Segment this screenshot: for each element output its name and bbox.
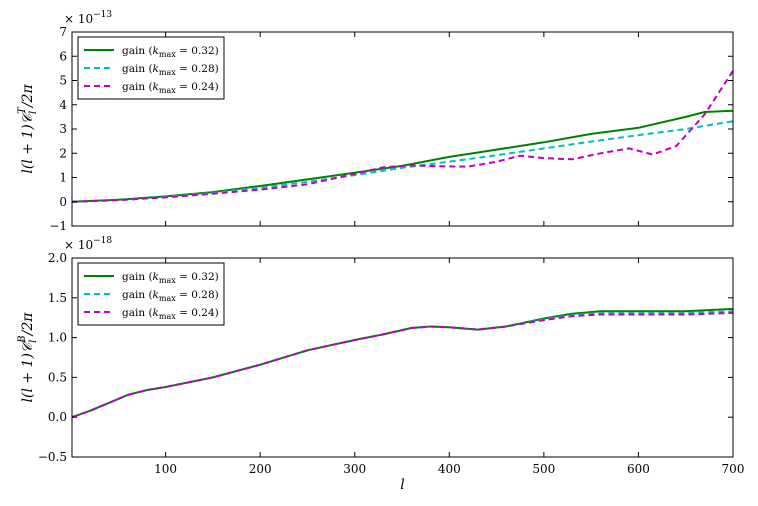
legend-label: gain (kmax = 0.24) — [122, 307, 219, 321]
x-tick-label: 700 — [722, 462, 745, 476]
y-tick-label: 1.0 — [48, 331, 67, 345]
panel-top: −1 0 1 2 3 4 5 6 7× 10−13 l(l + 1)𝒞lT/2π gain (kma… — [17, 10, 734, 233]
y-tick-label: 2.0 — [48, 251, 67, 265]
axis-offset-text: × 10−18 — [64, 236, 112, 252]
legend-label: gain (kmax = 0.28) — [122, 289, 219, 303]
y-axis-label: l(l + 1)𝒞lB/2π — [17, 312, 39, 403]
legend-box — [77, 262, 225, 326]
series-line-1 — [72, 109, 733, 203]
axis-offset-text: × 10−13 — [64, 10, 112, 26]
x-tick-label: 300 — [343, 462, 366, 476]
y-axis-label: l(l + 1)𝒞lT/2π — [17, 84, 39, 174]
legend-label: gain (kmax = 0.32) — [122, 45, 219, 59]
legend: gain (kmax = 0.32) gain (kmax = 0.28) gain… — [77, 36, 225, 100]
y-tick-label: 4 — [59, 98, 67, 112]
series-line-3 — [72, 311, 733, 419]
series-line-2 — [72, 310, 733, 419]
x-tick-label: 400 — [438, 462, 461, 476]
series-line-1 — [72, 307, 733, 419]
x-tick-label: 500 — [532, 462, 555, 476]
series-group — [72, 70, 733, 203]
legend-label: gain (kmax = 0.32) — [122, 271, 219, 285]
legend-label: gain (kmax = 0.24) — [122, 81, 219, 95]
y-tick-label: 3 — [59, 122, 67, 136]
y-tick-label: 0 — [59, 195, 67, 209]
x-axis-label: l — [400, 477, 404, 493]
y-tick-label: −0.5 — [38, 450, 67, 464]
panel-bottom: −0.5 0.0 0.5 1.0 1.5 2.0 100 200 300 400 500 600 700… — [17, 236, 744, 493]
x-tick-label: 100 — [154, 462, 177, 476]
x-tick-label: 600 — [627, 462, 650, 476]
x-tick-label: 200 — [249, 462, 272, 476]
y-tick-label: 7 — [59, 25, 67, 39]
y-tick-label: 1.5 — [48, 291, 67, 305]
plot-frame — [71, 257, 734, 458]
y-tick-label: −1 — [49, 219, 67, 233]
legend-label: gain (kmax = 0.28) — [122, 63, 219, 77]
series-group — [72, 307, 733, 419]
y-tick-label: 1 — [59, 171, 67, 185]
y-tick-label: 2 — [59, 146, 67, 160]
y-tick-label: 0.5 — [48, 370, 67, 384]
legend-box — [77, 36, 225, 100]
y-tick-label: 6 — [59, 49, 67, 63]
y-tick-label: 0.0 — [48, 410, 67, 424]
y-tick-label: 5 — [59, 74, 67, 88]
legend: gain (kmax = 0.32) gain (kmax = 0.28) gain… — [77, 262, 225, 326]
series-line-2 — [72, 120, 733, 203]
